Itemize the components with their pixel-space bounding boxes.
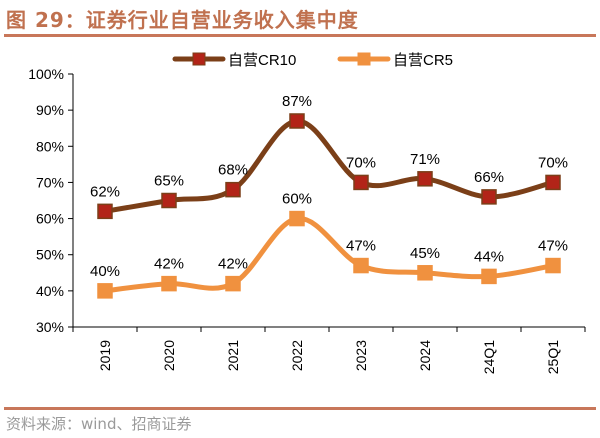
data-point — [481, 189, 497, 205]
title-rule — [4, 34, 596, 37]
x-tick-label: 24Q1 — [481, 340, 497, 374]
legend-label: 自营CR10 — [228, 52, 296, 69]
data-label: 44% — [474, 248, 504, 265]
y-tick-label: 100% — [28, 66, 64, 82]
data-label: 87% — [282, 93, 312, 110]
x-tick-label: 2019 — [97, 340, 113, 371]
source-rule — [4, 407, 596, 410]
series-line-cr10 — [104, 118, 554, 214]
data-label: 40% — [90, 263, 120, 280]
data-point — [417, 265, 433, 281]
data-point — [225, 275, 241, 292]
x-tick-label: 2022 — [289, 340, 305, 371]
data-point — [225, 181, 241, 198]
data-label: 47% — [538, 238, 568, 255]
data-point — [161, 275, 177, 292]
data-label: 45% — [410, 245, 440, 262]
data-label: 47% — [346, 238, 376, 255]
legend-label: 自营CR5 — [393, 52, 453, 69]
data-point — [289, 113, 305, 129]
data-point — [97, 283, 113, 299]
y-tick-label: 60% — [36, 211, 64, 227]
data-point — [353, 257, 369, 274]
data-point — [481, 268, 497, 285]
figure-title: 图 29：证券行业自营业务收入集中度 — [6, 8, 359, 32]
y-tick-label: 40% — [36, 283, 64, 299]
x-tick-label: 2023 — [353, 340, 369, 371]
data-label: 70% — [346, 154, 376, 171]
data-label: 70% — [538, 154, 568, 171]
data-label: 71% — [410, 151, 440, 168]
y-tick-label: 30% — [36, 319, 64, 335]
data-point — [417, 171, 433, 187]
x-tick-label: 2024 — [417, 340, 433, 371]
legend-marker — [357, 52, 371, 66]
y-tick-label: 90% — [36, 102, 64, 118]
data-point — [161, 192, 177, 209]
y-tick-label: 80% — [36, 138, 64, 154]
x-tick-label: 2021 — [225, 340, 241, 371]
data-label: 62% — [90, 183, 120, 200]
data-point — [97, 203, 113, 220]
data-point — [289, 210, 305, 227]
data-label: 65% — [154, 173, 184, 190]
data-point — [545, 257, 561, 274]
x-tick-label: 2020 — [161, 340, 177, 371]
data-label: 60% — [282, 191, 312, 208]
data-point — [353, 174, 369, 191]
legend-marker — [192, 52, 206, 66]
series-line-cr5 — [104, 216, 554, 294]
data-label: 42% — [218, 256, 248, 273]
data-label: 42% — [154, 256, 184, 273]
source-note: 资料来源：wind、招商证券 — [6, 415, 192, 433]
data-label: 68% — [218, 162, 248, 179]
data-point — [545, 174, 561, 191]
x-tick-label: 25Q1 — [545, 340, 561, 374]
y-tick-label: 50% — [36, 247, 64, 263]
y-tick-label: 70% — [36, 174, 64, 190]
data-label: 66% — [474, 169, 504, 186]
